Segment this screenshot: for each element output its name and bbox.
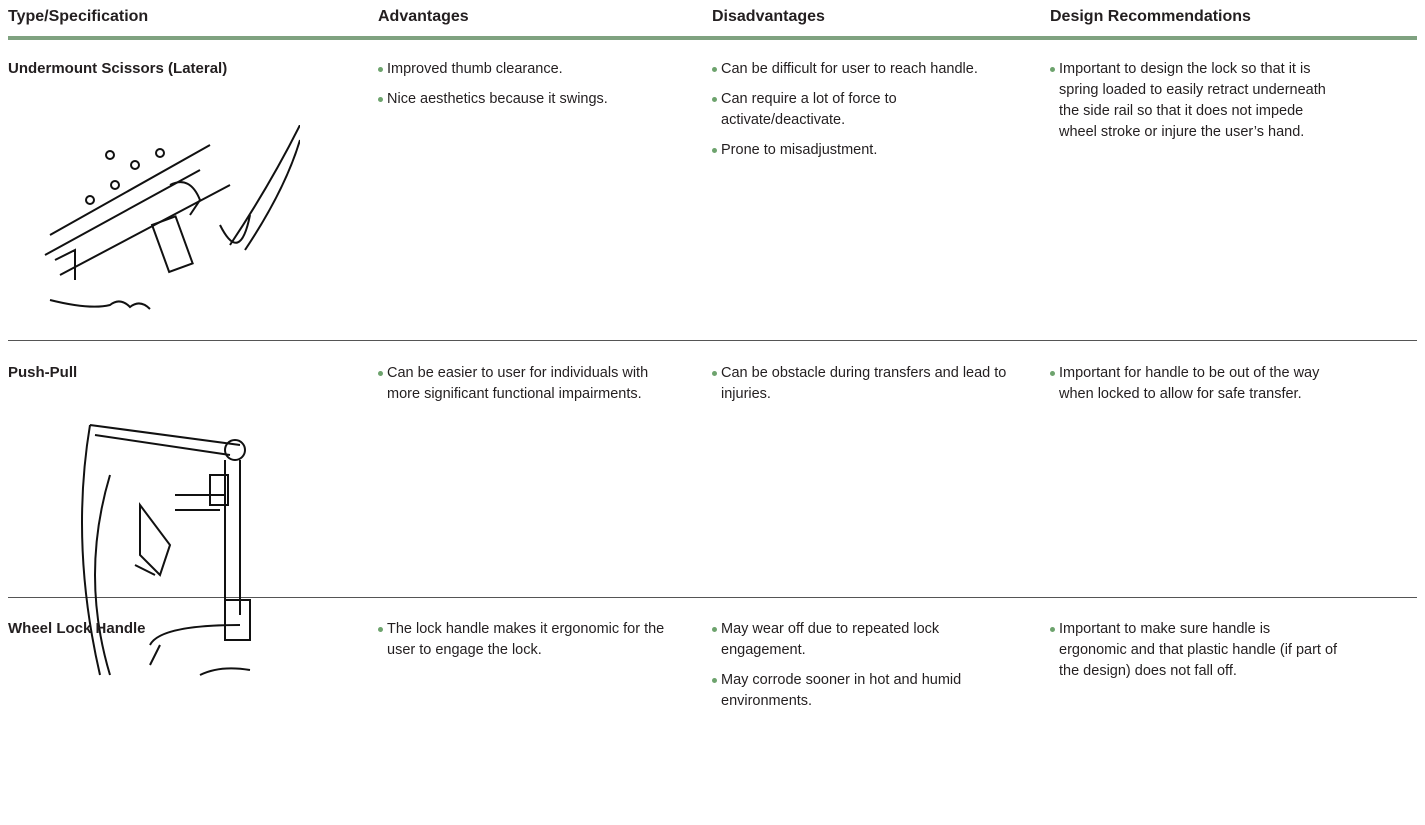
bullet-item: Important to make sure handle is ergonom…	[1050, 619, 1340, 682]
advantages-cell: Can be easier to user for individuals wi…	[378, 363, 678, 414]
row-divider	[8, 340, 1417, 341]
bullet-item: Prone to misadjustment.	[712, 140, 1022, 161]
bullet-item: Important to design the lock so that it …	[1050, 59, 1340, 143]
bullet-item: Important for handle to be out of the wa…	[1050, 363, 1340, 405]
row-divider	[8, 597, 1417, 598]
bullet-item: Can be obstacle during transfers and lea…	[712, 363, 1022, 405]
recommendations-cell: Important for handle to be out of the wa…	[1050, 363, 1340, 414]
bullet-item: Can be difficult for user to reach handl…	[712, 59, 1022, 80]
header-rule	[8, 36, 1417, 40]
recommendations-cell: Important to make sure handle is ergonom…	[1050, 619, 1340, 691]
recommendations-cell: Important to design the lock so that it …	[1050, 59, 1340, 152]
bullet-item: The lock handle makes it ergonomic for t…	[378, 619, 678, 661]
column-header: Advantages	[378, 8, 469, 25]
bullet-item: May corrode sooner in hot and humid envi…	[712, 670, 1022, 712]
push-pull-lock-drawing	[81, 424, 251, 676]
bullet-item: Improved thumb clearance.	[378, 59, 678, 80]
scissors-lock-drawing	[44, 125, 300, 310]
bullet-item: Nice aesthetics because it swings.	[378, 89, 678, 110]
column-header: Disadvantages	[712, 8, 825, 25]
disadvantages-cell: Can be difficult for user to reach handl…	[712, 59, 1022, 170]
column-header: Design Recommendations	[1050, 8, 1251, 25]
disadvantages-cell: May wear off due to repeated lock engage…	[712, 619, 1022, 721]
type-name: Wheel Lock Handle	[8, 620, 146, 637]
type-name: Push-Pull	[8, 364, 78, 381]
bullet-item: Can require a lot of force to activate/d…	[712, 89, 1022, 131]
column-header: Type/Specification	[8, 8, 149, 25]
bullet-item: Can be easier to user for individuals wi…	[378, 363, 678, 405]
advantages-cell: The lock handle makes it ergonomic for t…	[378, 619, 678, 670]
disadvantages-cell: Can be obstacle during transfers and lea…	[712, 363, 1022, 414]
type-name: Undermount Scissors (Lateral)	[8, 60, 228, 77]
advantages-cell: Improved thumb clearance. Nice aesthetics…	[378, 59, 678, 119]
bullet-item: May wear off due to repeated lock engage…	[712, 619, 1022, 661]
